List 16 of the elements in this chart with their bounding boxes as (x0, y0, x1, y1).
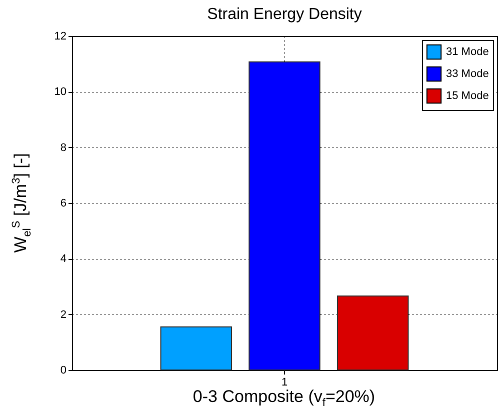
y-tick-label: 0 (60, 364, 66, 376)
bar (248, 61, 320, 370)
y-tick-label: 10 (54, 86, 66, 98)
legend-label: 31 Mode (446, 46, 489, 58)
legend-label: 15 Mode (446, 90, 489, 102)
y-tick-label: 2 (60, 308, 66, 321)
y-tick-label: 12 (54, 30, 66, 42)
y-tick-label: 6 (60, 198, 66, 210)
x-tick-label: 1 (281, 376, 288, 388)
y-tick-label: 8 (60, 142, 66, 154)
chart-title: Strain Energy Density (207, 6, 362, 23)
bar (337, 295, 409, 370)
x-axis-title: 0-3 Composite (v$_{f}$=20%) (192, 386, 376, 410)
bar (160, 326, 232, 370)
y-tick-label: 4 (60, 253, 66, 266)
legend-label: 33 Mode (446, 68, 489, 80)
